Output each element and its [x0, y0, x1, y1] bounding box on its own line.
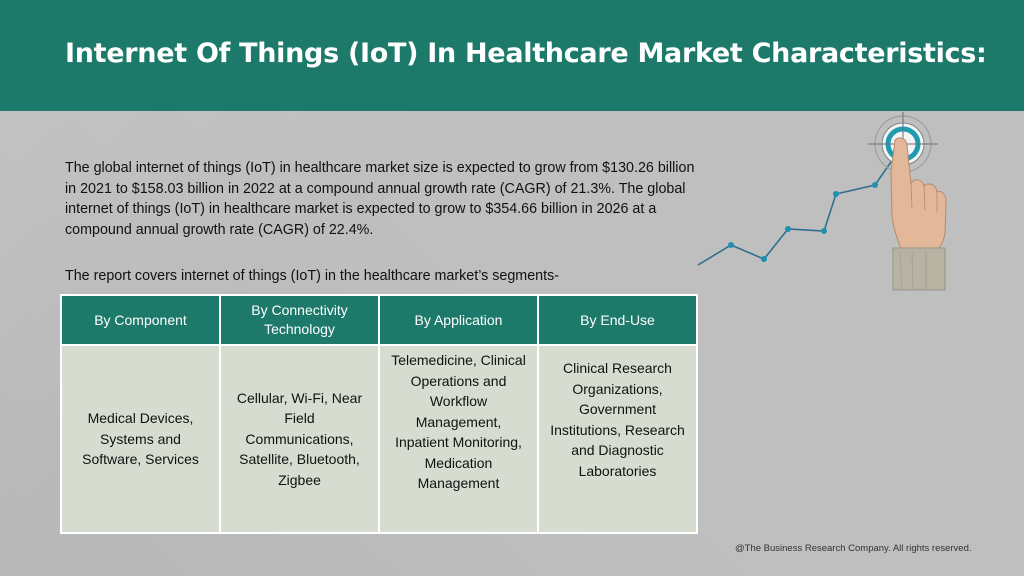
- cell-component: Medical Devices, Systems and Software, S…: [60, 344, 221, 534]
- hand-touching-target-growth-line-icon: [697, 112, 947, 291]
- header-by-application: By Application: [378, 294, 539, 346]
- segments-intro: The report covers internet of things (Io…: [65, 268, 559, 284]
- growth-points: [728, 182, 878, 262]
- segments-data-row: Medical Devices, Systems and Software, S…: [60, 344, 698, 534]
- copyright-footer: @The Business Research Company. All righ…: [735, 543, 972, 554]
- cell-end-use: Clinical Research Organizations, Governm…: [537, 344, 698, 534]
- segments-header-row: By Component By Connectivity Technology …: [60, 294, 698, 346]
- growth-line-icon: [697, 148, 901, 266]
- hand-icon: [890, 137, 947, 291]
- title-bar: Internet Of Things (IoT) In Healthcare M…: [0, 0, 1024, 111]
- header-by-connectivity: By Connectivity Technology: [219, 294, 380, 346]
- header-by-end-use: By End-Use: [537, 294, 698, 346]
- cell-connectivity: Cellular, Wi-Fi, Near Field Communicatio…: [219, 344, 380, 534]
- header-by-component: By Component: [60, 294, 221, 346]
- segments-table: By Component By Connectivity Technology …: [60, 294, 698, 534]
- page-title: Internet Of Things (IoT) In Healthcare M…: [65, 38, 987, 69]
- cell-application: Telemedicine, Clinical Operations and Wo…: [378, 344, 539, 534]
- market-description: The global internet of things (IoT) in h…: [65, 160, 695, 238]
